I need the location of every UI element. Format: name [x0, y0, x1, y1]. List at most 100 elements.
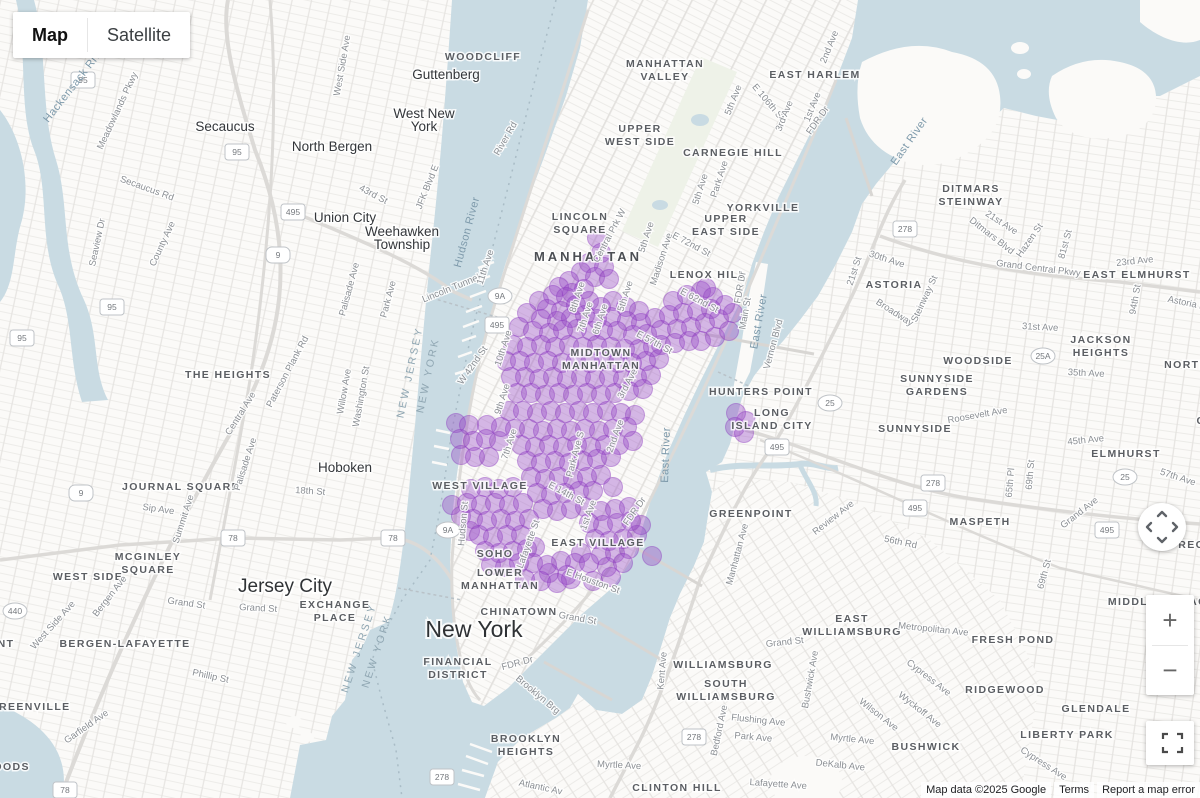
report-map-error-link[interactable]: Report a map error — [1097, 782, 1200, 798]
data-point — [631, 313, 651, 333]
zoom-out-button[interactable]: − — [1146, 646, 1194, 696]
data-point — [501, 367, 521, 387]
data-point — [495, 557, 515, 577]
zoom-in-button[interactable]: + — [1146, 595, 1194, 645]
data-point — [709, 309, 729, 329]
map-label: Jersey City — [238, 576, 332, 597]
data-point — [595, 435, 615, 455]
data-point — [561, 569, 581, 589]
data-point — [575, 419, 595, 439]
data-point — [539, 323, 559, 343]
data-point — [511, 435, 531, 455]
map-label: 23rd Ave — [1116, 254, 1154, 269]
randalls-island — [857, 45, 1001, 166]
route-shield: 95 — [99, 298, 125, 316]
satellite-button[interactable]: Satellite — [88, 12, 190, 58]
data-point — [559, 453, 579, 473]
data-point — [567, 435, 587, 455]
route-shield: 25 — [1112, 468, 1138, 486]
terms-link[interactable]: Terms — [1054, 782, 1095, 798]
data-point — [691, 281, 711, 301]
map-label: YORKVILLE — [727, 202, 800, 214]
map-label: CORONA — [1196, 415, 1200, 427]
map-label: WOODSIDE — [943, 355, 1013, 367]
data-point — [507, 383, 527, 403]
data-point — [547, 311, 567, 331]
map-label: REGO PARK — [1178, 539, 1200, 551]
data-point — [601, 567, 621, 587]
map-data-attribution: Map data ©2025 Google — [921, 782, 1052, 798]
data-point — [555, 483, 575, 503]
data-point — [527, 483, 547, 503]
data-point — [663, 291, 683, 311]
map-label: 31st Ave — [1022, 321, 1059, 334]
data-point — [531, 571, 551, 591]
data-point — [587, 449, 607, 469]
svg-text:78: 78 — [228, 533, 238, 543]
data-point — [651, 335, 671, 355]
map-label: HUNTERS POINT — [709, 386, 813, 398]
fullscreen-button[interactable] — [1146, 721, 1194, 765]
map-label: WOODCLIFF — [445, 51, 521, 63]
roosevelt-island — [733, 262, 768, 394]
data-point — [525, 437, 545, 457]
map-button[interactable]: Map — [13, 12, 87, 58]
route-shield: 495 — [764, 438, 790, 456]
data-point — [719, 321, 739, 341]
svg-text:495: 495 — [286, 207, 300, 217]
data-point — [529, 291, 549, 311]
data-point — [613, 529, 633, 549]
data-point — [515, 367, 535, 387]
data-point — [583, 571, 603, 591]
svg-text:25: 25 — [1120, 472, 1130, 482]
data-point — [581, 437, 601, 457]
data-point — [547, 501, 567, 521]
data-point — [651, 320, 671, 340]
data-point — [599, 367, 619, 387]
data-point — [543, 285, 563, 305]
data-point — [622, 353, 642, 373]
data-point — [450, 429, 470, 449]
data-point — [665, 333, 685, 353]
data-point — [601, 337, 621, 357]
data-point — [601, 447, 621, 467]
data-point — [483, 527, 503, 547]
data-point — [607, 321, 627, 341]
data-point — [599, 531, 619, 551]
route-shield: 278 — [892, 220, 918, 238]
manhattan-bridge — [597, 620, 663, 662]
data-point — [517, 539, 537, 559]
piers — [431, 260, 495, 792]
map-label: JACKSON HEIGHTS — [1070, 334, 1131, 359]
data-point — [573, 337, 593, 357]
route-shield: 495 — [1094, 521, 1120, 539]
data-point — [549, 277, 569, 297]
data-point — [629, 339, 649, 359]
map-label: MIDTOWN MANHATTAN — [562, 347, 640, 372]
data-point — [460, 521, 480, 541]
map-label: GLENDALE — [1062, 703, 1131, 715]
data-point — [571, 543, 591, 563]
data-point — [573, 451, 593, 471]
route-shield: 495 — [902, 499, 928, 517]
data-point — [597, 557, 617, 577]
data-point — [695, 313, 715, 333]
svg-text:278: 278 — [435, 772, 449, 782]
data-point — [479, 447, 499, 467]
svg-text:25: 25 — [825, 398, 835, 408]
route-shield: 95 — [9, 329, 35, 347]
route-shield: 9A — [487, 287, 513, 305]
data-point — [583, 481, 603, 501]
data-point — [580, 353, 600, 373]
data-point — [559, 271, 579, 291]
svg-text:9: 9 — [276, 250, 281, 260]
landmass-manhattan — [450, 0, 858, 706]
data-point — [625, 405, 645, 425]
map-label: FRESH POND — [972, 634, 1055, 646]
data-point — [457, 493, 477, 513]
route-shield: 95 — [70, 71, 96, 89]
map-label: Hudson St — [456, 501, 471, 547]
pan-control[interactable] — [1138, 503, 1186, 551]
